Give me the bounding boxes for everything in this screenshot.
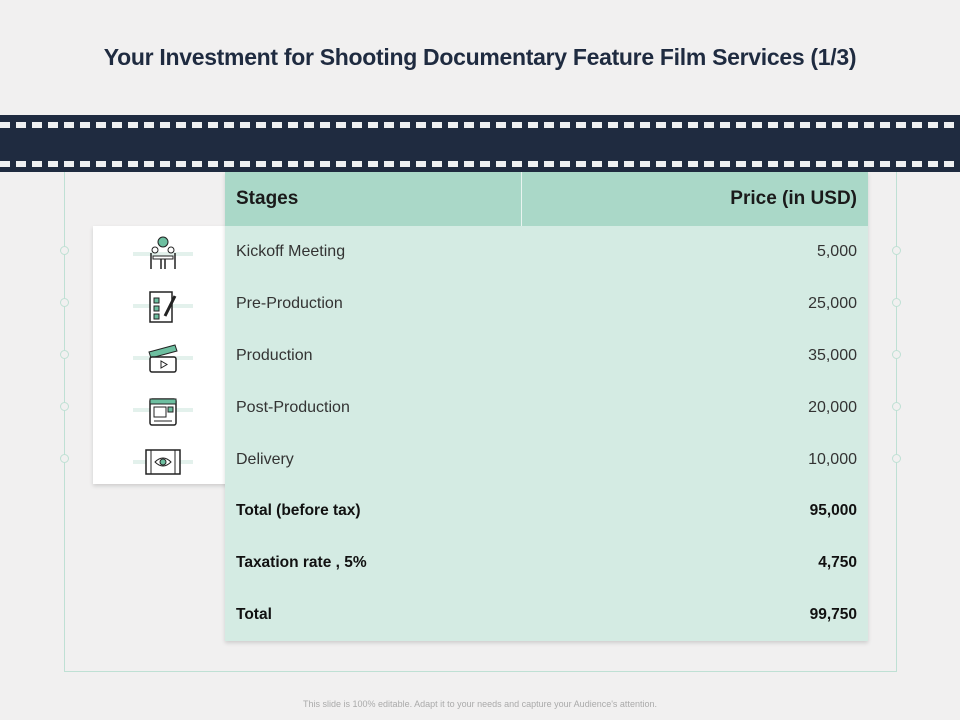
total-row: Total 99,750 — [225, 589, 868, 641]
table-row: Production 35,000 — [225, 330, 868, 382]
table-row: Pre-Production 25,000 — [225, 278, 868, 330]
stage-price: 25,000 — [808, 294, 857, 312]
stage-name: Production — [236, 346, 313, 364]
header-price: Price (in USD) — [730, 188, 857, 209]
total-value: 95,000 — [809, 502, 857, 520]
stage-price: 5,000 — [816, 242, 857, 260]
stage-price: 20,000 — [808, 398, 857, 416]
header-stages: Stages — [225, 172, 522, 226]
table-header: Stages Price (in USD) — [225, 172, 868, 226]
footer-note: This slide is 100% editable. Adapt it to… — [303, 699, 657, 709]
stage-icons-panel — [93, 226, 233, 484]
stage-name: Kickoff Meeting — [236, 242, 346, 260]
pricing-table: Stages Price (in USD) Kickoff Meeting 5,0… — [225, 172, 868, 641]
stage-name: Post-Production — [236, 398, 350, 416]
film-strip-banner — [0, 115, 960, 172]
decorative-frame — [60, 172, 901, 672]
total-label: Taxation rate , 5% — [236, 554, 367, 572]
total-row: Total (before tax) 95,000 — [225, 485, 868, 537]
total-value: 99,750 — [809, 606, 857, 624]
page-title: Your Investment for Shooting Documentary… — [103, 44, 857, 70]
clapperboard-icon — [133, 338, 193, 378]
stage-name: Delivery — [236, 450, 294, 468]
stage-price: 35,000 — [808, 346, 857, 364]
stage-price: 10,000 — [808, 450, 857, 468]
total-value: 4,750 — [818, 554, 857, 572]
stage-name: Pre-Production — [236, 294, 343, 312]
total-label: Total — [236, 606, 272, 624]
table-row: Delivery 10,000 — [225, 434, 868, 486]
checklist-icon — [133, 286, 193, 326]
meeting-icon — [133, 234, 193, 274]
table-row: Post-Production 20,000 — [225, 382, 868, 434]
total-row: Taxation rate , 5% 4,750 — [225, 537, 868, 589]
film-eye-icon — [133, 442, 193, 482]
total-label: Total (before tax) — [236, 502, 361, 520]
video-editing-icon — [133, 390, 193, 430]
table-row: Kickoff Meeting 5,000 — [225, 226, 868, 278]
